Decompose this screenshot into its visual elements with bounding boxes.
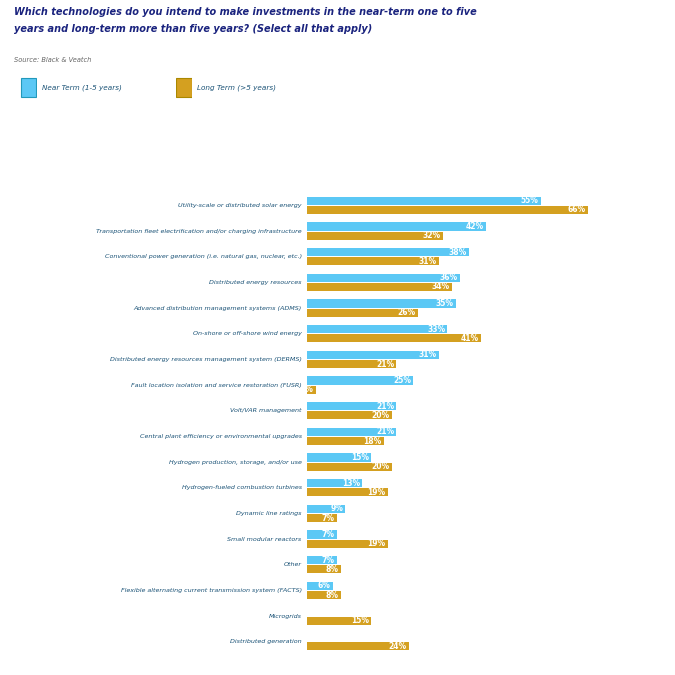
Text: Central plant efficiency or environmental upgrades: Central plant efficiency or environmenta…: [140, 434, 302, 439]
Text: Dynamic line ratings: Dynamic line ratings: [236, 511, 302, 516]
Text: Transportation fleet electrification and/or charging infrastructure: Transportation fleet electrification and…: [96, 229, 302, 234]
Text: 7%: 7%: [322, 514, 335, 522]
Bar: [307, 334, 481, 342]
Bar: [307, 531, 337, 539]
Bar: [307, 402, 396, 410]
Bar: [307, 257, 439, 265]
Text: 13%: 13%: [342, 479, 360, 487]
Text: 25%: 25%: [394, 376, 411, 385]
Bar: [307, 617, 371, 625]
Text: Conventional power generation (i.e. natural gas, nuclear, etc.): Conventional power generation (i.e. natu…: [105, 254, 302, 259]
Text: 31%: 31%: [418, 256, 437, 266]
Text: 20%: 20%: [372, 462, 390, 471]
Text: On-shore or off-shore wind energy: On-shore or off-shore wind energy: [193, 331, 302, 336]
Text: Hydrogen-fueled combustion turbines: Hydrogen-fueled combustion turbines: [182, 485, 302, 490]
Text: 24%: 24%: [389, 642, 407, 651]
Text: 26%: 26%: [398, 308, 415, 317]
Text: 18%: 18%: [363, 437, 381, 446]
Text: 31%: 31%: [418, 350, 437, 359]
Text: Fault location isolation and service restoration (FUSR): Fault location isolation and service res…: [131, 383, 302, 387]
Text: Flexible alternating current transmission system (FACTS): Flexible alternating current transmissio…: [121, 588, 302, 593]
Bar: [307, 514, 337, 522]
Text: Hydrogen production, storage, and/or use: Hydrogen production, storage, and/or use: [169, 460, 302, 464]
Text: 41%: 41%: [461, 334, 479, 343]
Text: 7%: 7%: [322, 556, 335, 564]
Text: Microgrids: Microgrids: [269, 614, 302, 618]
Text: 42%: 42%: [465, 222, 483, 231]
Bar: [307, 565, 341, 574]
Bar: [307, 377, 413, 385]
Text: Other: Other: [284, 562, 302, 567]
Text: 7%: 7%: [322, 530, 335, 539]
Bar: [307, 505, 346, 513]
Text: Which technologies do you intend to make investments in the near-term one to fiv: Which technologies do you intend to make…: [14, 7, 477, 17]
Bar: [307, 299, 456, 308]
Text: 21%: 21%: [376, 402, 394, 410]
Text: Utility-scale or distributed solar energy: Utility-scale or distributed solar energ…: [178, 203, 302, 208]
Text: Near Term (1-5 years): Near Term (1-5 years): [42, 84, 122, 91]
Text: 36%: 36%: [440, 273, 458, 282]
Text: 33%: 33%: [427, 325, 446, 333]
Text: Small modular reactors: Small modular reactors: [227, 537, 302, 541]
Text: 66%: 66%: [567, 205, 585, 215]
Text: 21%: 21%: [376, 360, 394, 369]
Bar: [307, 539, 388, 548]
Bar: [307, 437, 383, 445]
Text: Advanced distribution management systems (ADMS): Advanced distribution management systems…: [134, 306, 302, 311]
Text: years and long-term more than five years? (Select all that apply): years and long-term more than five years…: [14, 24, 372, 34]
Text: 15%: 15%: [351, 453, 369, 462]
Bar: [307, 206, 587, 214]
Text: Volt/VAR management: Volt/VAR management: [230, 408, 302, 413]
Text: 2%: 2%: [300, 385, 313, 394]
Text: Source: Black & Veatch: Source: Black & Veatch: [14, 57, 91, 63]
Text: 38%: 38%: [448, 248, 466, 256]
Text: 32%: 32%: [423, 231, 441, 240]
Bar: [307, 428, 396, 436]
Bar: [176, 78, 192, 97]
Bar: [307, 350, 439, 359]
Bar: [307, 385, 316, 394]
Bar: [307, 283, 452, 291]
Text: 55%: 55%: [521, 196, 539, 205]
Text: 34%: 34%: [431, 283, 450, 292]
Bar: [307, 248, 468, 256]
Text: Distributed generation: Distributed generation: [230, 639, 302, 644]
Text: 19%: 19%: [368, 539, 385, 548]
Text: Distributed energy resources: Distributed energy resources: [209, 280, 302, 285]
Bar: [307, 462, 392, 470]
Text: 8%: 8%: [326, 591, 339, 599]
Bar: [307, 643, 409, 651]
Text: Long Term (>5 years): Long Term (>5 years): [197, 84, 276, 91]
Bar: [307, 196, 541, 205]
Bar: [307, 454, 371, 462]
Bar: [307, 308, 418, 317]
Bar: [307, 222, 485, 230]
Text: 9%: 9%: [330, 504, 343, 513]
Bar: [307, 591, 341, 599]
Text: 19%: 19%: [368, 488, 385, 497]
Bar: [307, 232, 443, 240]
Text: 35%: 35%: [435, 299, 454, 308]
Bar: [21, 78, 36, 97]
Bar: [307, 360, 396, 368]
Text: 20%: 20%: [372, 411, 390, 420]
Bar: [307, 411, 392, 419]
Bar: [307, 556, 337, 564]
Bar: [307, 488, 388, 497]
Text: 21%: 21%: [376, 427, 394, 436]
Text: Distributed energy resources management system (DERMS): Distributed energy resources management …: [110, 357, 302, 362]
Bar: [307, 325, 448, 333]
Text: 8%: 8%: [326, 565, 339, 574]
Bar: [307, 582, 333, 590]
Text: 15%: 15%: [351, 616, 369, 625]
Bar: [307, 273, 460, 282]
Bar: [307, 479, 362, 487]
Text: 6%: 6%: [318, 581, 331, 591]
